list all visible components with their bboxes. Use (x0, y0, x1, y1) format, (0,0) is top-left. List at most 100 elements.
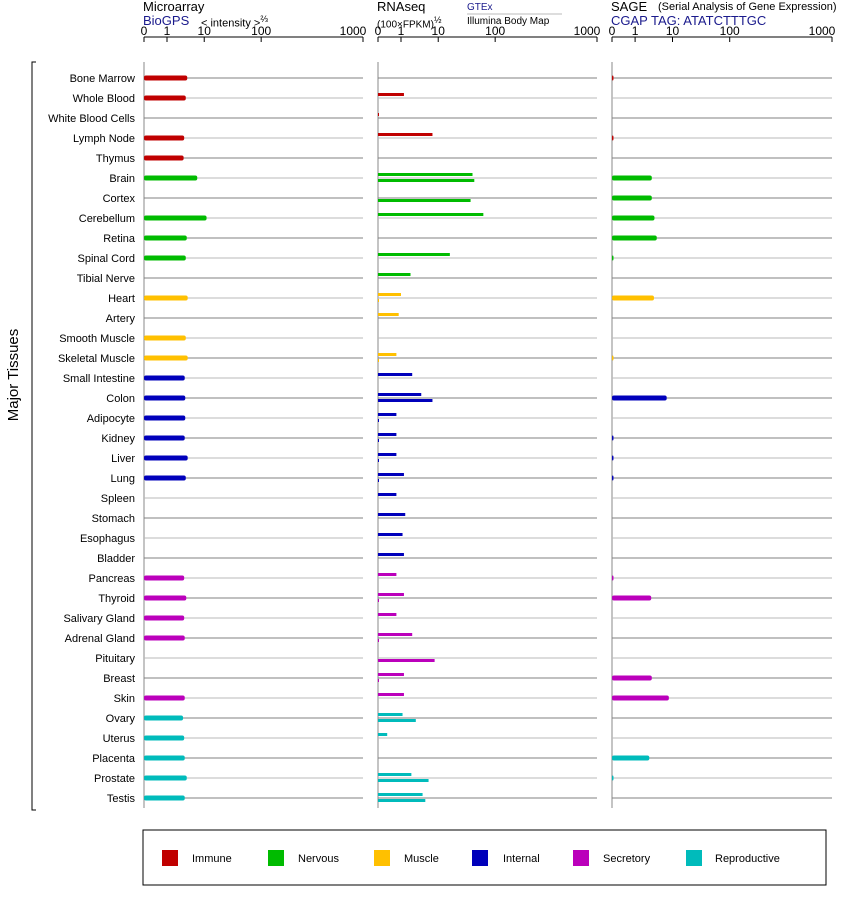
sage-bar (612, 755, 650, 761)
x-tick-label: 1 (398, 24, 405, 38)
microarray-bar (144, 595, 187, 601)
sage-bar (612, 475, 614, 481)
rnaseq-gtex-bar (378, 253, 450, 256)
x-tick-label: 100 (485, 24, 505, 38)
legend-swatch-immune (162, 850, 178, 866)
rnaseq-gtex-bar (378, 393, 422, 396)
rnaseq-gtex-bar (378, 133, 433, 136)
tissue-label: Cortex (103, 193, 136, 205)
rnaseq-bodymap-bar (378, 199, 471, 202)
x-tick-label: 10 (432, 24, 446, 38)
microarray-bar (144, 175, 198, 181)
sage-bar (612, 295, 654, 301)
sage-bar (612, 675, 652, 681)
tissue-label: Thyroid (98, 593, 135, 605)
tissue-label: Lymph Node (73, 133, 135, 145)
rnaseq-bodymap-bar (378, 179, 475, 182)
tissues-bracket (31, 61, 36, 811)
microarray-bar (144, 475, 186, 481)
microarray-bar (144, 735, 185, 741)
legend-label-muscle: Muscle (404, 853, 439, 865)
rnaseq-bodymap-bar (378, 799, 426, 802)
x-tick-label: 0 (141, 24, 148, 38)
tissue-label: Pituitary (95, 653, 135, 665)
legend-swatch-secretory (573, 850, 589, 866)
rnaseq-bodymap-bar (378, 299, 379, 302)
tissue-label: Smooth Muscle (59, 333, 135, 345)
rnaseq-gtex-bar (378, 733, 388, 736)
microarray-bar (144, 215, 207, 221)
sage-bar (612, 235, 657, 241)
microarray-bar (144, 615, 185, 621)
legend-swatch-muscle (374, 850, 390, 866)
rnaseq-bodymap-bar (378, 399, 433, 402)
tissue-label: Thymus (96, 153, 136, 165)
microarray-bar (144, 255, 186, 261)
tissue-label: Colon (106, 393, 135, 405)
rnaseq-gtex-bar (378, 793, 423, 796)
sage-bar (612, 255, 614, 261)
sage-bar (612, 355, 614, 361)
microarray-bar (144, 135, 185, 141)
legend-label-immune: Immune (192, 853, 232, 865)
x-tick-label: 1 (164, 24, 171, 38)
rnaseq-gtex-bar (378, 473, 404, 476)
microarray-bar (144, 775, 187, 781)
x-tick-label: 10 (198, 24, 212, 38)
rnaseq-source-bodymap: Illumina Body Map (467, 16, 550, 27)
rnaseq-gtex-bar (378, 673, 404, 676)
tissue-label: Liver (111, 453, 135, 465)
rnaseq-bodymap-bar (378, 439, 379, 442)
legend-swatch-internal (472, 850, 488, 866)
sage-bar (612, 695, 669, 701)
sage-bar (612, 595, 652, 601)
sage-bar (612, 395, 667, 401)
tissue-label: Artery (106, 313, 136, 325)
microarray-bar (144, 335, 186, 341)
tissue-label: Brain (109, 173, 135, 185)
rnaseq-gtex-bar (378, 313, 399, 316)
rnaseq-bodymap-bar (378, 679, 379, 682)
microarray-bar (144, 575, 185, 581)
rnaseq-bodymap-bar (378, 639, 379, 642)
x-tick-label: 1000 (574, 24, 601, 38)
rnaseq-source-gtex: GTEx (467, 2, 493, 13)
microarray-unit: < intensity >⅔ (201, 14, 268, 30)
sage-source: CGAP TAG: ATATCTTTGC (611, 13, 767, 28)
sage-bar (612, 195, 652, 201)
legend-label-internal: Internal (503, 853, 540, 865)
sage-bar (612, 575, 614, 581)
tissue-label: Placenta (92, 753, 136, 765)
rnaseq-gtex-bar (378, 513, 406, 516)
tissue-label: Testis (107, 793, 136, 805)
tissue-label: Retina (103, 233, 136, 245)
legend-label-secretory: Secretory (603, 853, 651, 865)
x-tick-label: 0 (609, 24, 616, 38)
sage-title: SAGE (611, 0, 648, 14)
rnaseq-gtex-bar (378, 593, 404, 596)
rnaseq-gtex-bar (378, 173, 473, 176)
rnaseq-gtex-bar (378, 273, 411, 276)
rnaseq-gtex-bar (378, 213, 484, 216)
tissue-label: Ovary (106, 713, 136, 725)
rnaseq-bodymap-bar (378, 719, 416, 722)
tissue-label: Stomach (92, 513, 135, 525)
tissue-label: Tibial Nerve (77, 273, 135, 285)
rnaseq-unit: (100×FPKM)½ (377, 15, 442, 31)
microarray-bar (144, 155, 184, 161)
rnaseq-gtex-bar (378, 713, 403, 716)
rnaseq-gtex-bar (378, 773, 412, 776)
tissue-label: Bladder (97, 553, 135, 565)
rnaseq-bodymap-bar (378, 419, 379, 422)
x-tick-label: 1000 (340, 24, 367, 38)
microarray-bar (144, 355, 188, 361)
rnaseq-gtex-bar (378, 633, 413, 636)
rnaseq-bodymap-bar (378, 359, 379, 362)
x-tick-label: 100 (720, 24, 740, 38)
legend-swatch-nervous (268, 850, 284, 866)
rnaseq-gtex-bar (378, 613, 397, 616)
y-axis-label: Major Tissues (5, 329, 22, 422)
tissue-label: Adipocyte (87, 413, 135, 425)
microarray-bar (144, 635, 185, 641)
